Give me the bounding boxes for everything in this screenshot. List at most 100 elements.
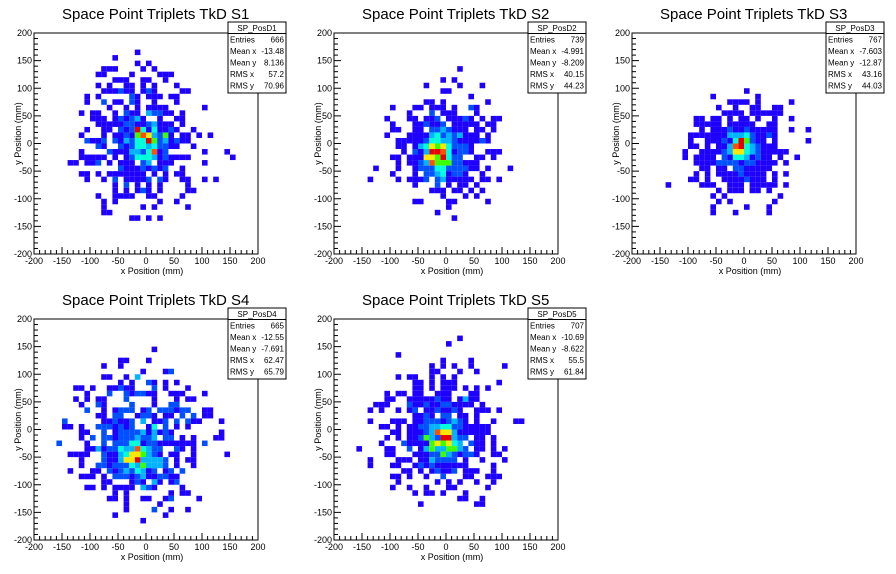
- histogram-bin: [224, 451, 230, 458]
- histogram-bin: [727, 137, 733, 144]
- histogram-bin: [479, 126, 486, 133]
- histogram-bin: [67, 423, 74, 430]
- histogram-bin: [146, 160, 152, 166]
- histogram-bin: [112, 88, 118, 94]
- histogram-bin: [112, 429, 118, 436]
- histogram-bin: [777, 110, 784, 116]
- histogram-bin: [123, 149, 130, 155]
- histogram-bin: [129, 121, 135, 127]
- histogram-bin: [90, 435, 96, 441]
- histogram-bin: [446, 171, 452, 177]
- x-tick-label: 50: [767, 256, 777, 266]
- histogram-bin: [196, 132, 202, 138]
- histogram-bin: [129, 176, 135, 183]
- histogram-bin: [412, 401, 418, 408]
- histogram-bin: [434, 121, 441, 127]
- histogram-bin: [95, 171, 102, 177]
- histogram-bin: [479, 171, 486, 177]
- histogram-bin: [151, 451, 158, 458]
- stats-label: Mean y: [530, 345, 556, 354]
- histogram-bin: [157, 446, 163, 452]
- histogram-bin: [168, 368, 174, 375]
- histogram-bin: [112, 484, 118, 491]
- histogram-bin: [118, 115, 124, 122]
- histogram-bin: [485, 121, 491, 127]
- stats-label: Entries: [230, 322, 255, 331]
- histogram-bin: [490, 451, 497, 458]
- y-tick-label: -100: [14, 480, 32, 490]
- histogram-bin: [423, 451, 430, 458]
- y-tick-label: 200: [317, 28, 332, 38]
- histogram-bin: [434, 126, 441, 133]
- histogram-bin: [118, 473, 124, 480]
- histogram-bin: [162, 473, 169, 480]
- x-tick-label: -150: [353, 542, 371, 552]
- histogram-bin: [101, 115, 107, 122]
- histogram-bin: [95, 154, 102, 161]
- histogram-bin: [755, 93, 761, 100]
- histogram-bin: [101, 429, 107, 436]
- histogram-bin: [134, 462, 141, 469]
- y-tick-label: 100: [317, 369, 332, 379]
- y-tick-label: 200: [615, 28, 630, 38]
- histogram-bin: [395, 407, 402, 413]
- histogram-bin: [190, 462, 197, 469]
- histogram-bin: [732, 176, 739, 183]
- histogram-bin: [118, 121, 124, 127]
- histogram-bin: [440, 462, 446, 469]
- histogram-bin: [78, 110, 85, 116]
- histogram-bin: [190, 451, 197, 458]
- histogram-bin: [440, 99, 446, 105]
- histogram-bin: [721, 110, 728, 116]
- histogram-bin: [146, 462, 152, 469]
- histogram-bin: [218, 435, 225, 441]
- stats-label: Entries: [230, 36, 255, 45]
- x-tick-label: -100: [81, 542, 99, 552]
- histogram-bin: [434, 176, 441, 183]
- histogram-bin: [496, 379, 502, 386]
- histogram-bin: [146, 121, 152, 127]
- histogram-bin: [390, 171, 396, 177]
- histogram-bin: [693, 154, 700, 161]
- histogram-bin: [406, 429, 413, 436]
- histogram-bin: [412, 182, 418, 188]
- histogram-bin: [423, 99, 430, 105]
- histogram-bin: [123, 115, 130, 122]
- histogram-bin: [440, 77, 446, 83]
- histogram-bin: [123, 457, 130, 463]
- histogram-bin: [179, 115, 186, 122]
- x-tick-label: -100: [679, 256, 697, 266]
- histogram-bin: [134, 121, 141, 127]
- histogram-bin: [162, 110, 169, 116]
- histogram-bin: [732, 171, 739, 177]
- histogram-bin: [140, 137, 146, 144]
- histogram-bin: [168, 479, 174, 485]
- histogram-bin: [162, 379, 169, 386]
- histogram-bin: [140, 484, 146, 491]
- histogram-bin: [118, 418, 124, 424]
- histogram-bin: [485, 198, 491, 205]
- y-tick-label: 50: [620, 111, 630, 121]
- histogram-bin: [451, 423, 458, 430]
- histogram-bin: [168, 407, 174, 413]
- histogram-bin: [118, 451, 124, 458]
- histogram-bin: [418, 440, 424, 447]
- histogram-bin: [123, 132, 130, 138]
- histogram-bin: [101, 126, 107, 133]
- histogram-bin: [704, 149, 711, 155]
- histogram-bin: [468, 132, 474, 138]
- histogram-bin: [496, 407, 502, 413]
- histogram-bin: [429, 451, 435, 458]
- histogram-bin: [429, 401, 435, 408]
- histogram-bin: [134, 126, 141, 133]
- histogram-bin: [146, 435, 152, 441]
- histogram-bin: [118, 193, 124, 199]
- histogram-bin: [485, 429, 491, 436]
- histogram-bin: [732, 154, 739, 161]
- histogram-bin: [406, 440, 413, 447]
- stats-value: -4.991: [561, 47, 584, 56]
- histogram-bin: [777, 104, 784, 111]
- histogram-bin: [174, 143, 180, 150]
- histogram-bin: [140, 143, 146, 150]
- histogram-bin: [162, 368, 169, 375]
